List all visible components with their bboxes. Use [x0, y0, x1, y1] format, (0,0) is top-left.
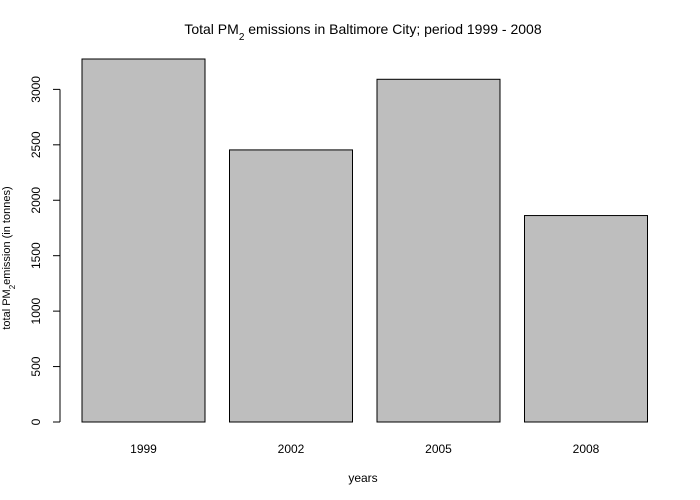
chart-title: Total PM2 emissions in Baltimore City; p… [184, 21, 541, 43]
x-tick-label-2002: 2002 [278, 442, 305, 456]
x-axis-label: years [348, 471, 377, 485]
bar-2005 [376, 78, 501, 423]
y-axis-label-prefix: total PM [1, 289, 13, 329]
x-axis: 1999 2002 2005 2008 [130, 442, 600, 456]
bar-1999 [81, 58, 206, 423]
y-tick-label-2500: 2500 [29, 131, 43, 158]
x-tick-label-2005: 2005 [425, 442, 452, 456]
y-tick-label-500: 500 [29, 356, 43, 376]
chart-title-prefix: Total PM [184, 21, 238, 37]
y-tick-label-1000: 1000 [29, 297, 43, 324]
bars-group [81, 58, 648, 423]
x-tick-label-2008: 2008 [573, 442, 600, 456]
y-axis-label-suffix: emission (in tonnes) [1, 186, 13, 284]
chart-title-subscript: 2 [239, 32, 245, 43]
chart-title-suffix: emissions in Baltimore City; period 1999… [244, 21, 541, 37]
y-tick-label-3000: 3000 [29, 76, 43, 103]
bar-2002 [229, 149, 353, 423]
y-axis-label: total PM2emission (in tonnes) [1, 186, 17, 329]
y-tick-label-1500: 1500 [29, 242, 43, 269]
bar-2008 [524, 215, 648, 423]
y-axis-label-subscript: 2 [8, 284, 17, 289]
y-tick-label-2000: 2000 [29, 187, 43, 214]
y-tick-label-0: 0 [29, 418, 43, 425]
y-axis: 0 500 1000 1500 2000 2500 3000 [29, 76, 61, 425]
x-tick-label-1999: 1999 [130, 442, 157, 456]
